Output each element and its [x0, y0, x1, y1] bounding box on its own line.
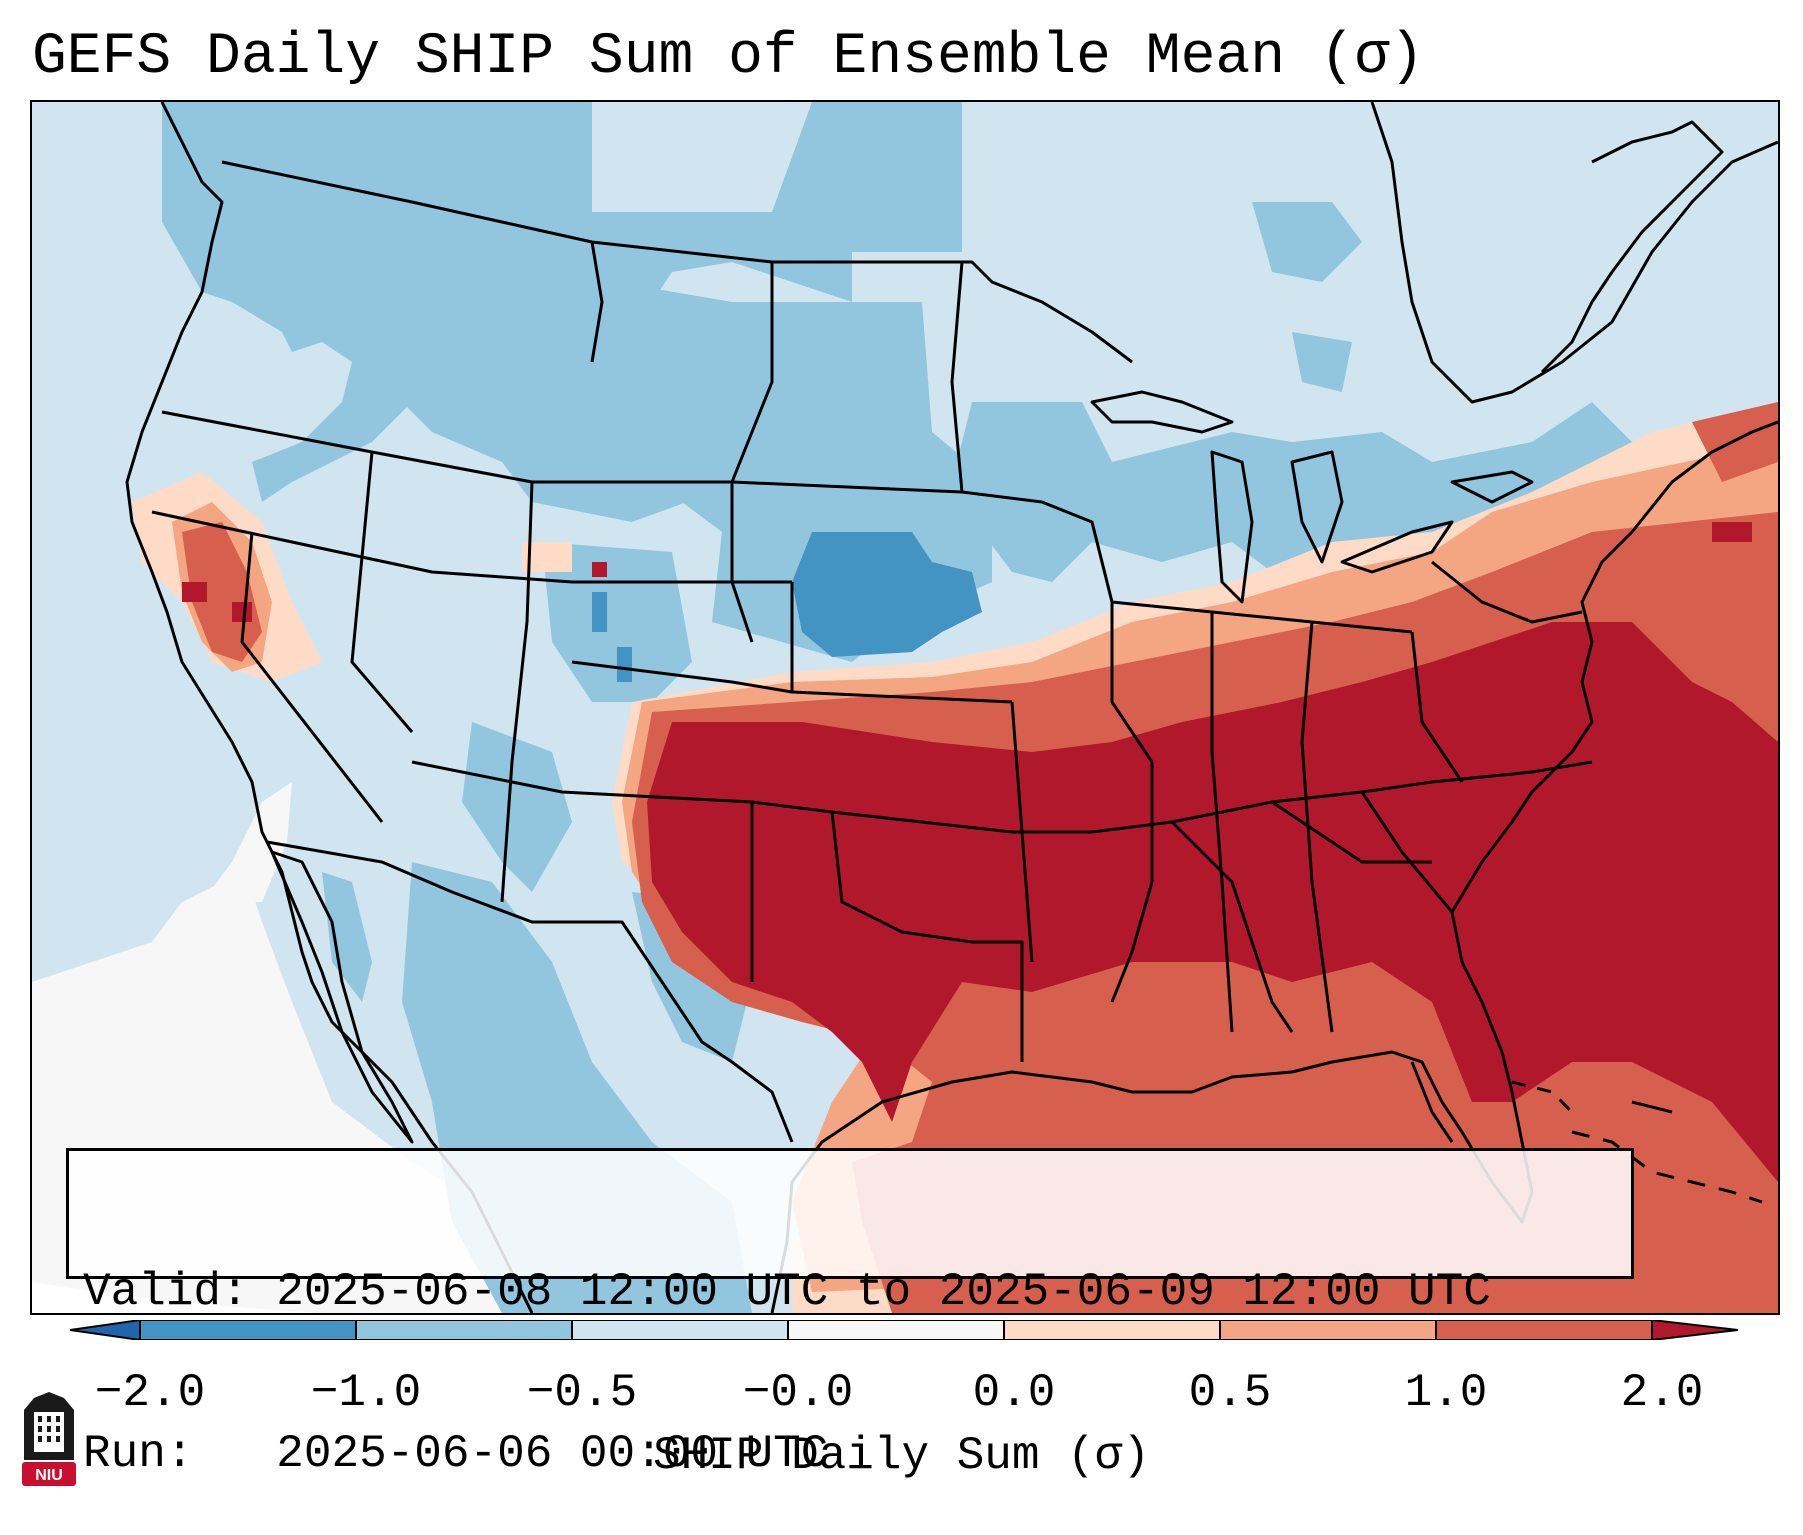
- coastline-and-borders: [125, 102, 1778, 1313]
- valid-row: Valid: 2025-06-08 12:00 UTC to 2025-06-0…: [83, 1265, 1617, 1319]
- valid-time-box: Valid: 2025-06-08 12:00 UTC to 2025-06-0…: [66, 1148, 1634, 1480]
- colorbar-over-extension: [1652, 1320, 1738, 1340]
- colorbar-bin-1: [140, 1320, 356, 1340]
- tick-label: −2.0: [94, 1367, 206, 1419]
- colorbar-bin-3: [572, 1320, 788, 1340]
- colorbar-bin-6: [1220, 1320, 1436, 1340]
- colorbar-bin-2: [356, 1320, 572, 1340]
- colorbar-bin-7: [1436, 1320, 1652, 1340]
- map-panel: [30, 100, 1780, 1315]
- valid-label: Valid:: [83, 1266, 249, 1318]
- valid-value: 2025-06-08 12:00 UTC to 2025-06-09 12:00…: [276, 1266, 1491, 1318]
- tick-label: 0.0: [972, 1367, 1056, 1419]
- tick-label: 1.0: [1404, 1367, 1488, 1419]
- tick-label: −0.5: [526, 1367, 638, 1419]
- colorbar: [70, 1320, 1738, 1340]
- extreme-positive-region: [182, 522, 1778, 1182]
- logo-text: NIU: [35, 1467, 63, 1484]
- chart-title: GEFS Daily SHIP Sum of Ensemble Mean (σ): [32, 25, 1425, 90]
- tick-label: 2.0: [1620, 1367, 1704, 1419]
- run-label: Run:: [83, 1428, 194, 1480]
- run-value: 2025-06-06 00:00 UTC: [276, 1428, 829, 1480]
- colorbar-ticks: −2.0 −1.0 −0.5 −0.0 0.0 0.5 1.0 2.0: [0, 1365, 1803, 1421]
- niu-logo-icon: NIU: [22, 1392, 76, 1486]
- colorbar-bin-4: [788, 1320, 1004, 1340]
- run-row: Run: 2025-06-06 00:00 UTC: [83, 1427, 1617, 1481]
- tick-label: 0.5: [1188, 1367, 1272, 1419]
- strong-negative-region: [592, 532, 982, 682]
- tick-label: −1.0: [310, 1367, 422, 1419]
- colorbar-under-extension: [70, 1320, 140, 1340]
- colorbar-bin-5: [1004, 1320, 1220, 1340]
- colorbar-label: SHIP Daily Sum (σ): [653, 1430, 1150, 1482]
- tick-label: −0.0: [742, 1367, 854, 1419]
